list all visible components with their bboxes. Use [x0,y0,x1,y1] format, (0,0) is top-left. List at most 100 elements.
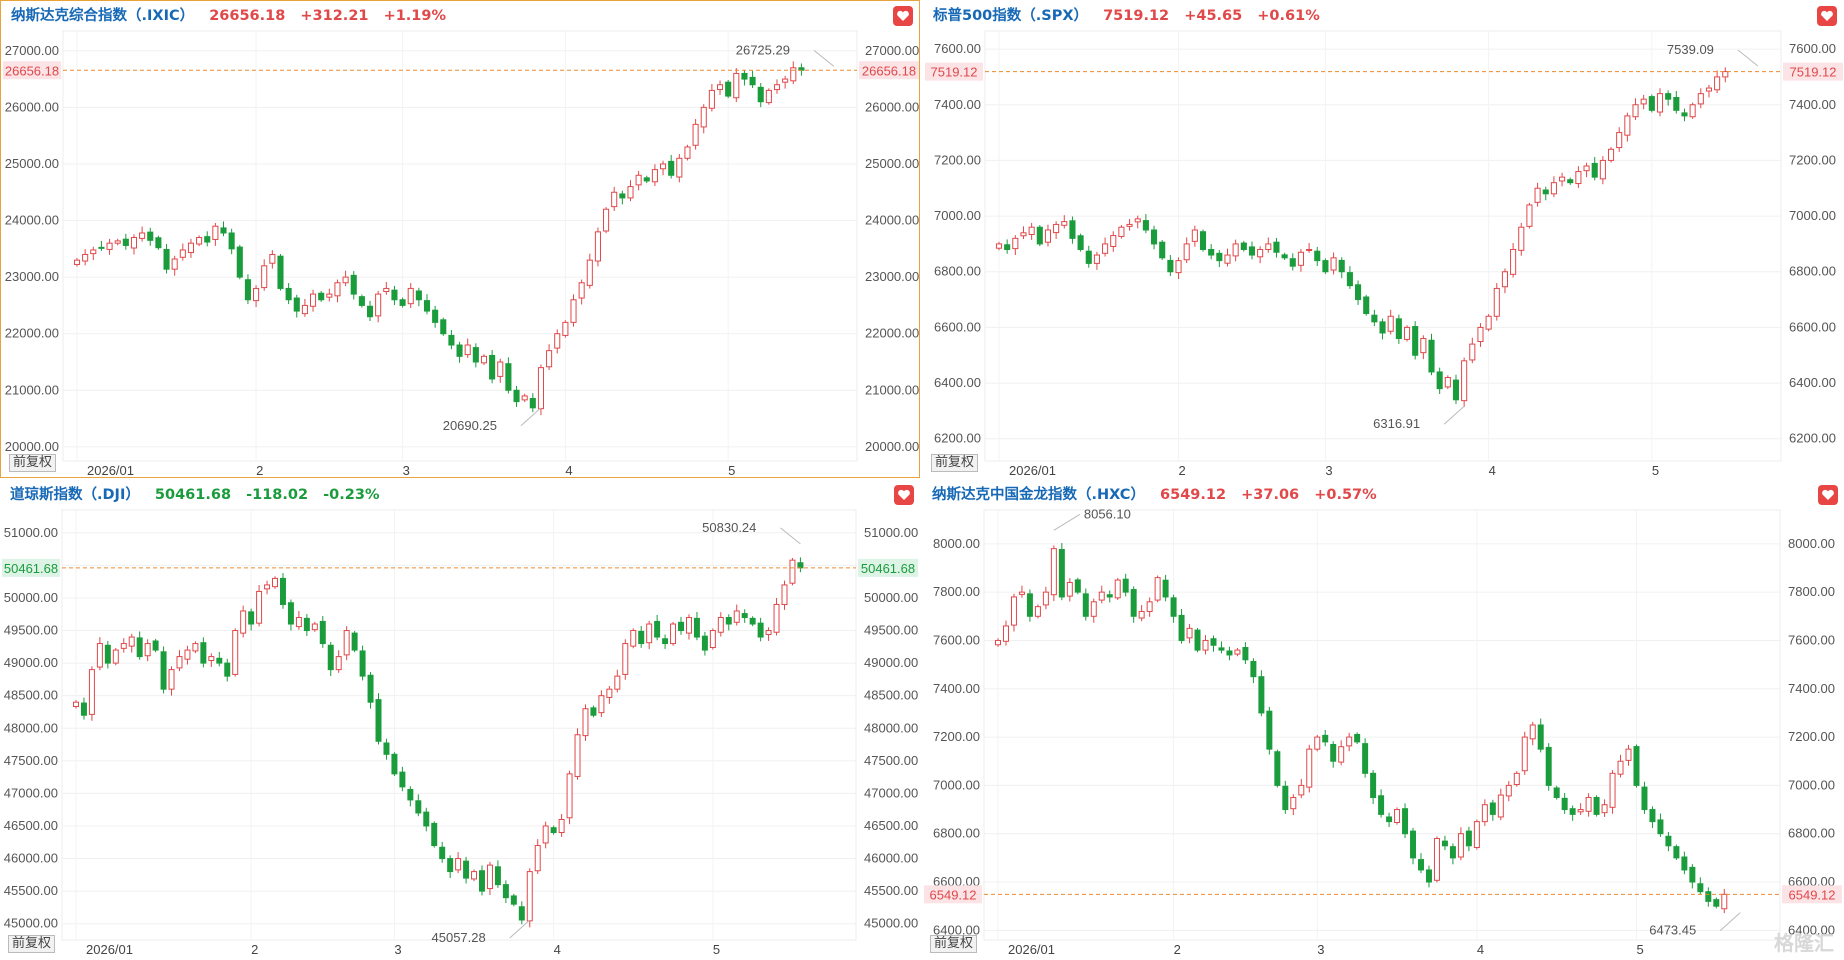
candle-body [295,617,302,628]
candle [272,576,279,589]
candle [1004,239,1011,254]
adjust-mode-button[interactable]: 前复权 [8,935,56,953]
candle [1395,314,1402,344]
candle [1150,225,1158,250]
candle [269,250,276,269]
candle-body [1050,548,1057,596]
candle [216,651,223,667]
candle-body [303,617,310,632]
candle [73,257,81,267]
x-tick-label: 4 [565,463,572,478]
candle [1402,803,1409,839]
candle [1617,754,1624,778]
candle [1601,799,1608,817]
candle [220,221,227,237]
candle-body [128,636,135,647]
candle-body [773,84,781,91]
candle [1575,166,1582,188]
candle [1126,219,1133,231]
y-tick-label-right: 45500.00 [864,883,918,898]
candle-body [350,274,357,295]
candle-body [1346,272,1353,287]
x-tick-label: 4 [1489,463,1496,478]
candle-body [1452,379,1460,401]
candle-body [1232,243,1239,257]
candle [773,79,781,94]
candle-body [1624,115,1631,136]
current-price-tag [925,62,983,81]
candle-body [1036,226,1043,245]
candle-body [144,643,151,657]
adjust-mode-button[interactable]: 前复权 [9,454,57,472]
candle [423,807,430,832]
favorite-heart-icon[interactable] [894,485,914,505]
adjust-mode-button[interactable]: 前复权 [930,935,978,953]
candle-body [1026,593,1033,617]
candle-body [383,287,390,293]
current-price-tag [859,61,919,80]
panel-ixic[interactable]: 纳斯达克综合指数（.IXIC） 26656.18 +312.21 +1.19% … [0,0,920,478]
candle-body [741,613,748,619]
candlestick-chart[interactable]: 6400.00 6400.00 6600.00 6600.00 6800.00 6800.… [922,480,1844,960]
panel-spx[interactable]: 标普500指数（.SPX） 7519.12 +45.65 +0.61% 6200… [922,0,1844,478]
candle [1298,778,1305,799]
candle [1170,594,1177,623]
candle-body [1175,260,1182,274]
candle-body [1150,229,1158,245]
candle-body [1234,649,1241,655]
candle-body [733,72,740,99]
candle [1314,246,1321,266]
candle [192,641,199,654]
favorite-heart-icon[interactable] [1817,6,1837,26]
panel-dji[interactable]: 道琼斯指数（.DJI） 50461.68 -118.02 -0.23% 4500… [0,480,920,960]
candle [1082,588,1089,621]
panel-hxc[interactable]: 纳斯达克中国金龙指数（.HXC） 6549.12 +37.06 +0.57% 6… [922,480,1844,960]
y-tick-label-right: 48000.00 [864,720,918,735]
y-tick-label-left: 49000.00 [4,655,58,670]
candle [120,638,127,653]
candle-body [757,622,764,638]
candle [1281,252,1288,260]
candle [1425,865,1432,888]
y-tick-label-right: 6400.00 [1789,375,1836,390]
candle [73,700,79,709]
candle [1130,586,1137,623]
y-tick-label-right: 7800.00 [1788,584,1835,599]
candle [1202,635,1209,655]
candle-body [1379,321,1386,334]
favorite-heart-icon[interactable] [893,6,913,26]
adjust-mode-button[interactable]: 前复权 [931,454,979,472]
index-name[interactable]: 道琼斯指数（.DJI） [10,487,140,503]
candlestick-chart[interactable]: 20000.00 20000.00 21000.00 21000.00 22000.00… [1,1,920,478]
candle [716,80,724,95]
candle-body [1242,647,1249,661]
candle-body [1098,591,1105,601]
candle [1274,749,1281,788]
candle-body [1657,819,1664,835]
candle [1363,294,1370,316]
candlestick-chart[interactable]: 6200.00 6200.00 6400.00 6400.00 6600.00 6600.… [923,1,1844,478]
candle [1713,897,1720,909]
candle-body [277,255,284,289]
candle [781,580,788,610]
candle-body [106,242,113,250]
candle [494,860,501,888]
annotation-line [1719,912,1741,931]
candle-body [1066,581,1073,597]
favorite-heart-icon[interactable] [1818,485,1838,505]
candle [1018,585,1025,598]
y-tick-label-right: 6600.00 [1789,319,1836,334]
index-name[interactable]: 纳斯达克中国金龙指数（.HXC） [932,487,1145,503]
y-tick-label-left: 27000.00 [5,43,59,58]
index-name[interactable]: 纳斯达克综合指数（.IXIC） [11,8,195,24]
candle-body [1265,243,1272,250]
candle-body [1362,743,1369,774]
candle-body [1226,650,1233,656]
index-name[interactable]: 标普500指数（.SPX） [933,8,1089,24]
candle [537,364,544,416]
candlestick-chart[interactable]: 45000.00 45000.00 45500.00 45500.00 46000.00… [0,480,920,960]
candle [1138,605,1145,622]
candle [1346,266,1353,289]
candle [1167,255,1174,277]
candle [399,297,406,308]
